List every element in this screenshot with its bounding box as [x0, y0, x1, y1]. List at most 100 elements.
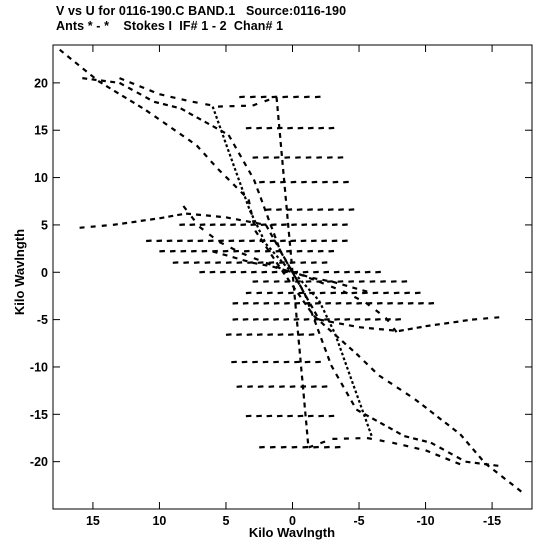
- uv-point: [430, 441, 436, 447]
- uv-point: [366, 423, 370, 427]
- uv-point: [232, 143, 238, 149]
- uv-point: [345, 366, 349, 370]
- uv-point: [483, 317, 489, 320]
- uv-point: [348, 324, 355, 328]
- uv-point: [429, 409, 435, 415]
- uv-point: [247, 199, 251, 205]
- uv-point: [264, 224, 270, 230]
- uv-point: [398, 329, 404, 333]
- uv-point: [112, 223, 118, 226]
- uv-point: [228, 153, 232, 157]
- uv-point: [347, 371, 351, 375]
- uv-point: [282, 268, 288, 272]
- uv-point: [349, 376, 353, 380]
- uv-point: [508, 481, 514, 487]
- uv-point: [340, 352, 344, 356]
- uv-point: [216, 120, 220, 124]
- uv-point: [225, 216, 232, 220]
- uv-point: [131, 220, 137, 224]
- uv-point: [243, 196, 247, 200]
- uv-point: [332, 280, 338, 285]
- uv-point: [137, 104, 143, 109]
- uv-point: [308, 444, 314, 449]
- uv-point: [368, 327, 375, 330]
- uv-point: [324, 314, 329, 318]
- uv-point: [350, 380, 354, 385]
- uv-point: [304, 284, 308, 288]
- uv-point: [436, 415, 443, 421]
- uv-point: [100, 79, 106, 83]
- uv-point: [444, 421, 450, 427]
- uv-point: [425, 324, 431, 328]
- uv-point: [308, 276, 315, 281]
- uv-point: [139, 85, 145, 90]
- uv-point: [182, 205, 188, 211]
- uv-point: [320, 304, 324, 309]
- uv-point: [272, 250, 276, 255]
- uv-point: [366, 436, 373, 440]
- uv-point: [247, 205, 251, 209]
- uv-point: [241, 252, 247, 257]
- uv-point: [270, 253, 275, 260]
- uv-point: [287, 263, 292, 270]
- uv-point: [252, 102, 258, 107]
- uv-point: [387, 380, 393, 386]
- uv-point: [265, 261, 271, 266]
- uv-point: [79, 226, 85, 229]
- uv-point: [113, 89, 119, 95]
- uv-point: [352, 286, 358, 290]
- uv-point: [306, 438, 310, 444]
- uv-point: [340, 382, 345, 388]
- uv-point: [300, 280, 305, 284]
- uv-point: [226, 148, 230, 153]
- uv-point: [279, 258, 283, 263]
- uv-point: [425, 449, 431, 454]
- uv-point: [396, 386, 402, 391]
- x-axis-ticks: 15 10 5 0 -5 -10 -15: [86, 45, 501, 528]
- uv-point: [215, 115, 219, 119]
- uv-point: [177, 213, 183, 217]
- uv-point: [304, 420, 308, 426]
- uv-point: [310, 310, 314, 317]
- uv-point: [362, 413, 366, 418]
- uv-point: [233, 167, 237, 172]
- uv-point: [451, 427, 458, 433]
- uv-point: [335, 338, 339, 342]
- uv-point: [192, 100, 198, 104]
- uv-point: [272, 265, 278, 269]
- uv-point: [232, 183, 238, 189]
- uv-point: [322, 278, 328, 282]
- uv-point: [268, 247, 273, 251]
- uv-point: [388, 328, 395, 332]
- uv-point: [341, 340, 347, 346]
- uv-point: [210, 160, 216, 166]
- uv-point: [118, 81, 125, 87]
- uv-point: [302, 274, 308, 278]
- uv-point: [235, 218, 242, 222]
- uv-point: [307, 288, 312, 292]
- uv-point: [242, 191, 246, 195]
- uv-point: [255, 224, 259, 228]
- uv-point: [354, 390, 358, 394]
- uv-point: [181, 98, 187, 102]
- uv-point: [240, 186, 244, 190]
- uv-point: [159, 93, 165, 97]
- uv-point: [110, 80, 116, 84]
- uv-point: [195, 144, 201, 150]
- uv-point: [493, 464, 499, 467]
- uv-point: [364, 418, 368, 422]
- uv-point: [293, 275, 299, 282]
- uv-point: [435, 453, 441, 458]
- uv-point: [313, 319, 318, 326]
- uv-point: [492, 468, 498, 474]
- uv-point: [293, 294, 297, 300]
- uv-point: [218, 241, 225, 246]
- uv-point: [205, 103, 211, 107]
- uv-point: [265, 243, 269, 247]
- uv-point: [195, 213, 202, 217]
- y-tick-label: 5: [41, 218, 48, 232]
- uv-point: [330, 364, 335, 370]
- uv-point: [462, 319, 468, 322]
- uv-point: [225, 144, 229, 148]
- uv-point: [230, 158, 234, 162]
